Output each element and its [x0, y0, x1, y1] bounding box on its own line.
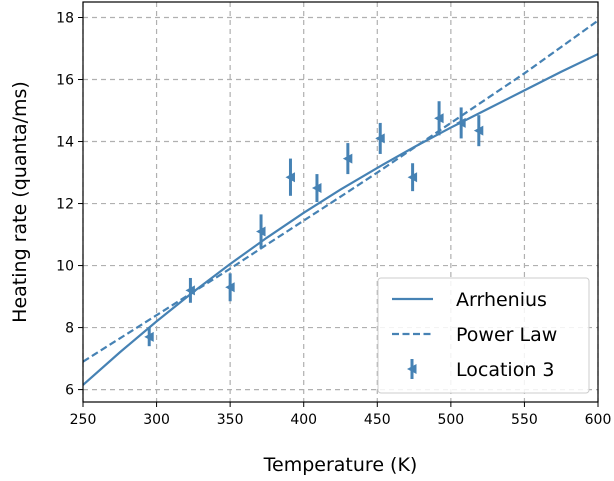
- point-marker: [285, 172, 295, 183]
- data-point: [434, 101, 444, 136]
- y-axis-label: Heating rate (quanta/ms): [9, 81, 31, 323]
- x-tick-label: 450: [364, 412, 391, 428]
- data-point: [375, 122, 385, 154]
- legend-entry: Arrhenius: [392, 289, 547, 311]
- x-tick-label: 400: [290, 412, 317, 428]
- data-point: [473, 115, 484, 147]
- legend-label: Power Law: [456, 324, 557, 346]
- point-marker: [407, 172, 418, 183]
- x-tick-label: 300: [143, 412, 170, 428]
- y-tick-label: 8: [65, 321, 74, 337]
- data-point: [456, 107, 466, 139]
- x-tick-label: 350: [217, 412, 244, 428]
- data-point: [407, 163, 418, 192]
- y-tick-label: 6: [65, 383, 74, 399]
- x-tick-label: 500: [437, 412, 464, 428]
- y-tick-label: 10: [56, 259, 74, 275]
- data-point: [225, 273, 235, 302]
- point-marker: [434, 113, 444, 124]
- data-point: [342, 143, 353, 175]
- series-line-arrhenius: [83, 53, 598, 386]
- y-tick-label: 16: [56, 73, 74, 89]
- x-tick-label: 250: [70, 412, 97, 428]
- point-marker: [144, 331, 154, 342]
- point-marker: [311, 183, 322, 194]
- series-line-power-law: [83, 19, 598, 363]
- point-marker: [456, 117, 466, 128]
- data-point: [144, 327, 154, 347]
- legend-label: Arrhenius: [456, 289, 547, 311]
- x-tick-label: 550: [511, 412, 538, 428]
- legend-label: Location 3: [456, 359, 555, 381]
- x-axis-label: Temperature (K): [263, 454, 418, 476]
- point-marker: [225, 282, 235, 293]
- legend-entry: Location 3: [407, 359, 555, 381]
- series-layer: [83, 19, 598, 386]
- y-tick-label: 12: [56, 197, 74, 213]
- point-marker: [473, 125, 484, 136]
- point-marker: [185, 285, 195, 296]
- data-point: [185, 277, 195, 303]
- x-tick-label: 600: [585, 412, 612, 428]
- legend-marker: [407, 364, 417, 374]
- grid: [82, 2, 599, 402]
- data-point: [311, 174, 322, 202]
- point-marker: [342, 153, 353, 164]
- legend: Arrhenius Power Law Location 3: [377, 277, 590, 394]
- legend-entry: Power Law: [392, 324, 557, 346]
- data-point: [285, 158, 295, 196]
- data-point: [256, 214, 266, 249]
- y-tick-label: 14: [56, 135, 74, 151]
- point-marker: [375, 133, 385, 144]
- y-tick-label: 18: [56, 11, 74, 27]
- legend-box: [377, 277, 590, 394]
- x-axis: 250 300 350 400 450 500 550 600: [70, 402, 612, 428]
- plot-frame: [82, 1, 599, 403]
- y-axis: 6 8 10 12 14 16 18: [56, 11, 83, 399]
- point-marker: [256, 226, 266, 237]
